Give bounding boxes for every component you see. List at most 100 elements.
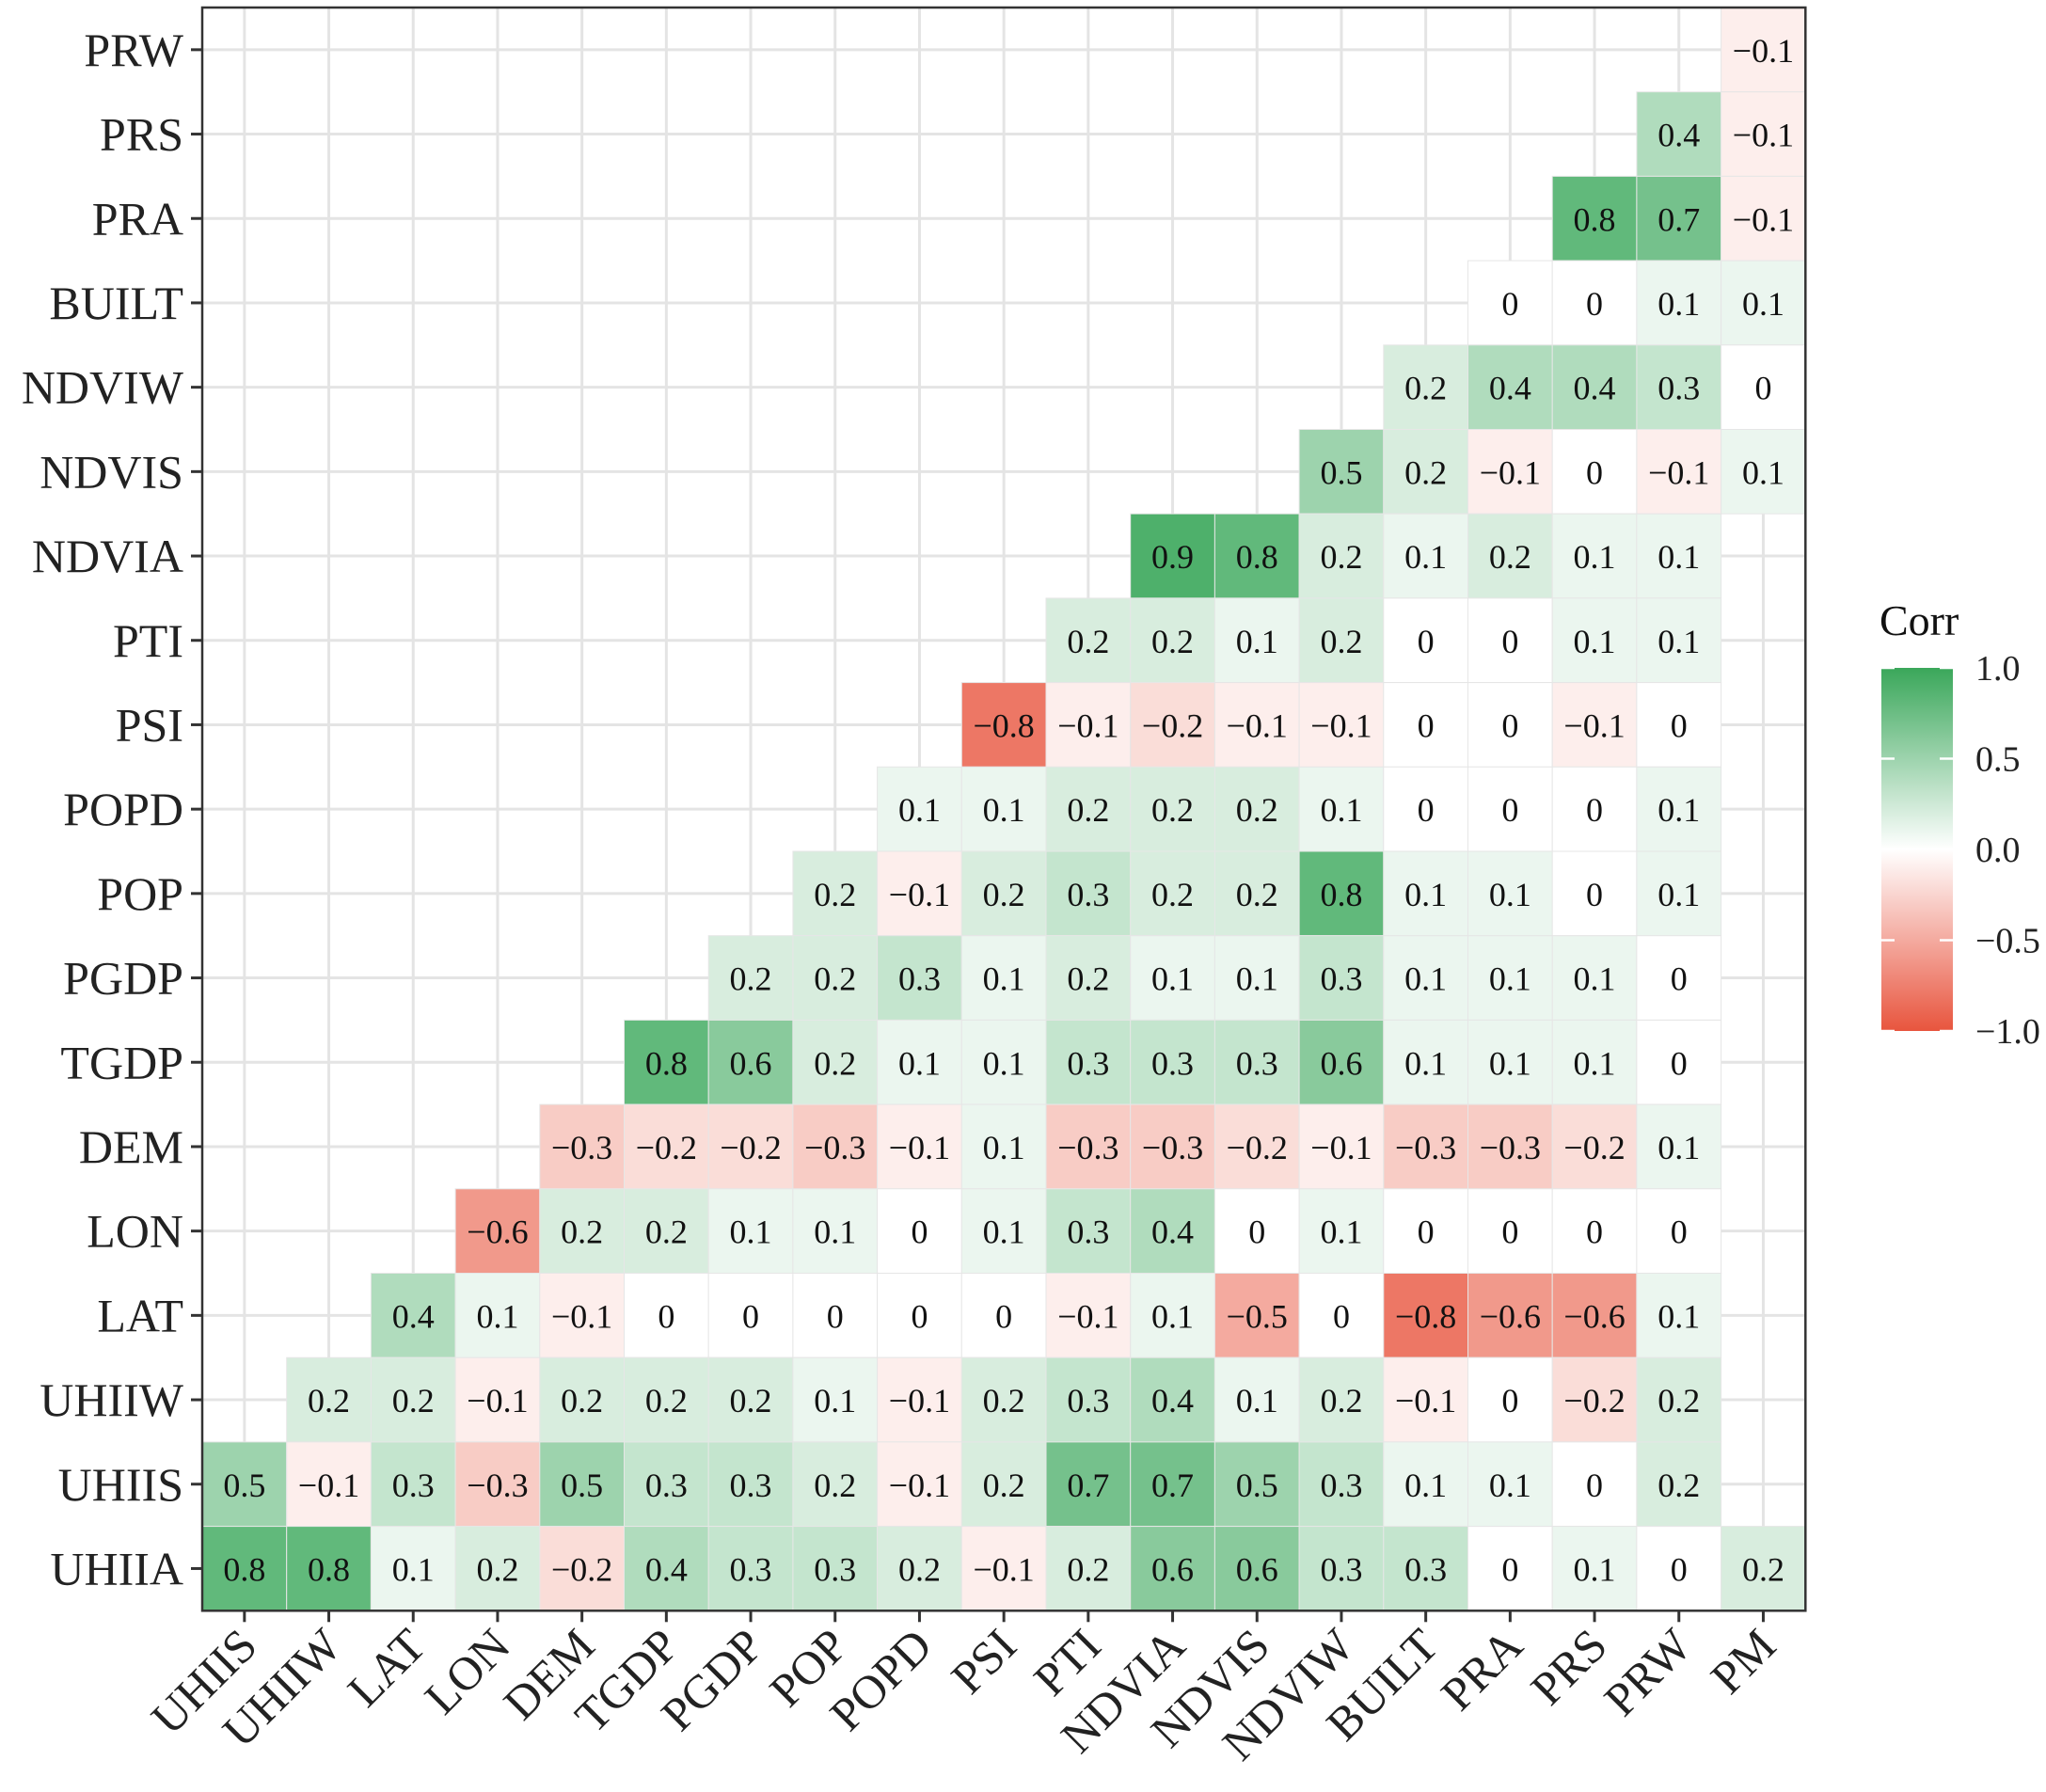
cell-value-label: −0.3 [1395, 1129, 1456, 1166]
heatmap-cell [707, 1441, 794, 1528]
heatmap-cell [1636, 597, 1722, 684]
heatmap-cell [286, 1356, 372, 1443]
y-axis-tick-label: UHIIA [50, 1542, 183, 1594]
cell-value-label: −0.1 [1057, 706, 1118, 744]
cell-value-label: 0.3 [1067, 1382, 1109, 1419]
cell-value-label: −0.1 [1310, 1129, 1372, 1166]
cell-value-label: 0.4 [392, 1297, 435, 1335]
cell-value-label: 0 [1418, 706, 1435, 744]
cell-value-label: 0.9 [1151, 538, 1194, 576]
cell-value-label: 0.2 [1151, 791, 1194, 829]
cell-value-label: 0.2 [1236, 791, 1278, 829]
heatmap-cell [1636, 682, 1722, 768]
cell-value-label: 0.1 [1404, 960, 1447, 998]
cell-value-label: 0.2 [1067, 960, 1109, 998]
heatmap-cell [1551, 260, 1638, 346]
cell-value-label: 0 [1586, 285, 1603, 323]
y-axis-tick-label: PRW [84, 24, 183, 76]
cell-value-label: 0 [1501, 791, 1518, 829]
cell-value-label: 0 [1671, 1550, 1688, 1588]
cell-value-label: 0 [1586, 876, 1603, 913]
heatmap-cell [877, 766, 962, 852]
heatmap-cell [1298, 682, 1385, 768]
heatmap-cell [960, 682, 1047, 768]
heatmap-cell [1130, 513, 1215, 599]
heatmap-cell [1636, 175, 1722, 262]
cell-value-label: 0.1 [1657, 538, 1700, 576]
heatmap-cell [1636, 91, 1722, 177]
x-axis-tick-label: PRA [1431, 1618, 1532, 1720]
cell-value-label: 0.2 [561, 1213, 603, 1251]
heatmap-cell [1636, 935, 1722, 1021]
y-axis-tick-label: NDVIA [32, 530, 183, 582]
cell-value-label: 0.1 [1151, 960, 1194, 998]
cell-value-label: 0.1 [1489, 960, 1531, 998]
heatmap-cell [707, 1356, 794, 1443]
heatmap-cell [1636, 1356, 1722, 1443]
cell-value-label: 0.2 [1320, 1382, 1362, 1419]
heatmap-cell [792, 1526, 879, 1611]
heatmap-cell [1045, 1441, 1132, 1528]
heatmap-cell [539, 1441, 625, 1528]
heatmap-cell [1551, 935, 1638, 1021]
x-axis-tick-label: LAT [338, 1618, 436, 1716]
y-axis-tick-label: BUILT [49, 277, 183, 329]
cell-value-label: 0.8 [1320, 876, 1362, 913]
cell-value-label: −0.3 [1057, 1129, 1118, 1166]
heatmap-cell [539, 1188, 625, 1275]
heatmap-cell [1298, 1188, 1385, 1275]
cell-value-label: −0.1 [467, 1382, 528, 1419]
cell-value-label: 0.6 [1151, 1550, 1194, 1588]
cell-value-label: 0.2 [1151, 876, 1194, 913]
cell-value-label: 0.7 [1657, 200, 1700, 238]
cell-value-label: 0.3 [730, 1550, 772, 1588]
heatmap-cell [1130, 1019, 1215, 1105]
cell-value-label: 0.2 [983, 876, 1025, 913]
cell-value-label: 0 [1671, 1213, 1688, 1251]
cell-value-label: 0.1 [1657, 1129, 1700, 1166]
heatmap-cell [1467, 1441, 1553, 1528]
heatmap-cell [624, 1273, 709, 1358]
heatmap-cell [286, 1441, 372, 1528]
cell-value-label: 0 [658, 1297, 674, 1335]
cell-value-label: 0.2 [476, 1550, 518, 1588]
cell-value-label: 0.1 [1742, 453, 1784, 491]
heatmap-cell [1551, 682, 1638, 768]
cell-value-label: 0.6 [1236, 1550, 1278, 1588]
cell-value-label: 0.2 [1320, 538, 1362, 576]
heatmap-cell [1298, 513, 1385, 599]
cell-value-label: 0.1 [814, 1213, 856, 1251]
cell-value-label: 0.2 [814, 1467, 856, 1504]
heatmap-cell [1383, 597, 1469, 684]
heatmap-cell [707, 1526, 794, 1611]
cell-value-label: 0.2 [308, 1382, 350, 1419]
heatmap-cell [1721, 175, 1806, 262]
heatmap-cell [370, 1441, 456, 1528]
heatmap-cell [1636, 1019, 1722, 1105]
cell-value-label: 0.2 [1404, 370, 1447, 407]
y-axis-tick-label: NDVIS [40, 445, 183, 498]
cell-value-label: 0.3 [1320, 1467, 1362, 1504]
heatmap-cell [624, 1526, 709, 1611]
cell-value-label: 0.2 [814, 960, 856, 998]
heatmap-cell [539, 1526, 625, 1611]
heatmap-cell [877, 1526, 962, 1611]
cell-value-label: 0.1 [1574, 1044, 1616, 1082]
heatmap-cell [1298, 1103, 1385, 1190]
cell-value-label: −0.1 [1733, 32, 1794, 70]
cell-value-label: −0.3 [1142, 1129, 1203, 1166]
cell-value-label: 0.8 [308, 1550, 350, 1588]
cell-value-label: 0.1 [1404, 1467, 1447, 1504]
heatmap-cell [1383, 1019, 1469, 1105]
cell-value-label: 0 [1501, 285, 1518, 323]
cell-value-label: 0 [1418, 1213, 1435, 1251]
cell-value-label: 0.1 [1574, 623, 1616, 660]
heatmap-cell [1298, 1273, 1385, 1358]
cell-value-label: 0.4 [1151, 1382, 1194, 1419]
legend-tick-label: 0.5 [1975, 740, 2021, 780]
cell-value-label: −0.2 [551, 1550, 612, 1588]
cell-value-label: 0.3 [1067, 876, 1109, 913]
heatmap-cell [1213, 597, 1300, 684]
heatmap-cell [1721, 91, 1806, 177]
cell-value-label: 0.5 [1236, 1467, 1278, 1504]
